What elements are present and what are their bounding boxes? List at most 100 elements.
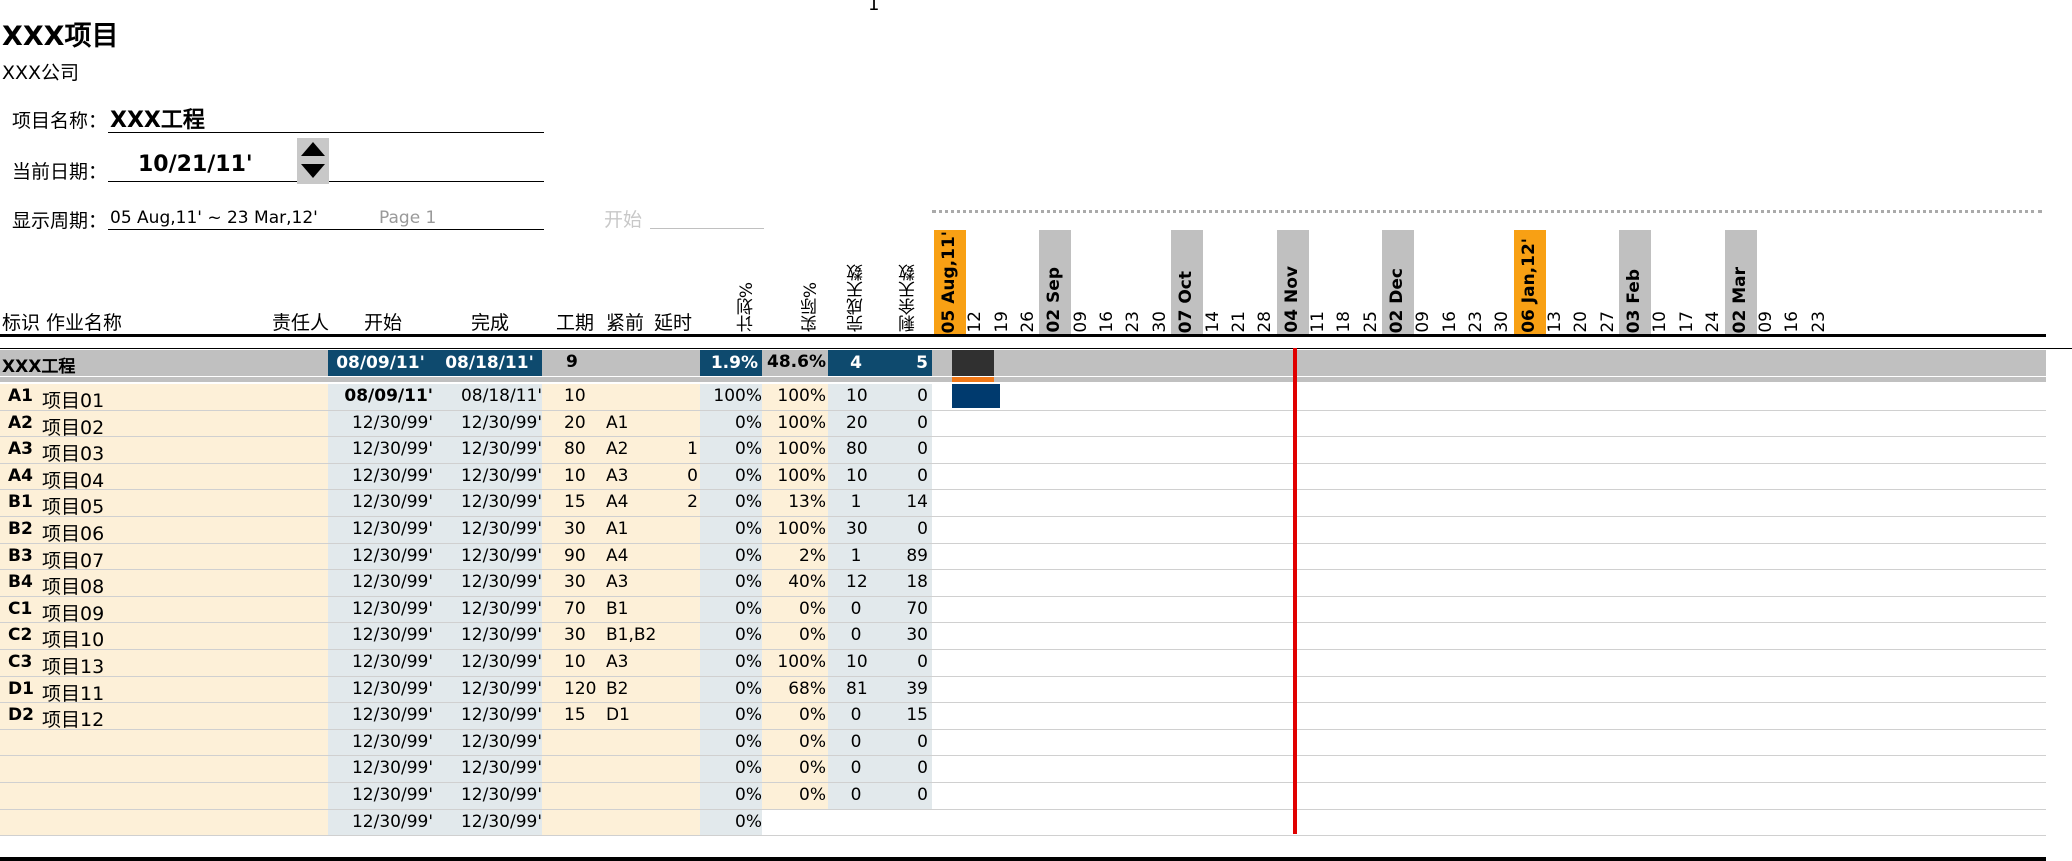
summary-start: 08/09/11' <box>336 353 425 373</box>
task-finish: 12/30/99' <box>460 519 542 539</box>
header-planned-pct: 计划% <box>737 281 757 332</box>
task-name: 项目08 <box>42 576 105 599</box>
timeline-week-label: 19 <box>991 311 1012 333</box>
summary-duration: 9 <box>566 352 578 372</box>
task-duration: 30 <box>564 519 586 539</box>
summary-gantt-bar <box>952 350 994 376</box>
task-id: D2 <box>8 705 34 726</box>
task-planned-pct: 0% <box>735 652 762 672</box>
row-cell-bg <box>0 650 328 677</box>
task-start: 12/30/99' <box>351 598 433 619</box>
row-cell-bg <box>542 543 700 571</box>
timeline-week-label: 20 <box>1571 311 1592 333</box>
period-label: 显示周期： <box>12 210 108 232</box>
task-start: 12/30/99' <box>351 758 433 779</box>
task-remaining-days: 89 <box>906 545 928 566</box>
task-name: 项目04 <box>42 469 105 492</box>
row-cell-bg <box>328 570 542 597</box>
summary-name: XXX工程 <box>2 357 76 377</box>
task-remaining-days: 0 <box>917 785 928 805</box>
summary-row-strip <box>0 377 2046 382</box>
row-cell-bg <box>0 384 328 411</box>
task-actual-pct: 68% <box>788 678 826 699</box>
row-cell-bg <box>762 623 828 650</box>
row-cell-bg <box>542 703 700 730</box>
task-actual-pct: 0% <box>799 785 826 805</box>
task-finish: 12/30/99' <box>460 492 542 513</box>
task-name: 项目11 <box>42 682 105 705</box>
task-planned-pct: 0% <box>735 598 762 619</box>
row-divider <box>0 808 2046 810</box>
row-cell-bg <box>542 384 700 411</box>
row-cell-bg <box>542 463 700 491</box>
row-cell-bg <box>762 410 828 438</box>
row-cell-bg <box>700 570 762 597</box>
task-remaining-days: 0 <box>917 439 928 460</box>
task-planned-pct: 0% <box>735 545 762 566</box>
task-actual-pct: 0% <box>799 625 826 646</box>
row-cell-bg <box>328 809 542 837</box>
task-planned-pct: 0% <box>735 465 762 486</box>
task-name: 项目06 <box>42 523 105 545</box>
task-done-days: 10 <box>846 465 868 486</box>
row-cell-bg <box>762 490 828 517</box>
timeline-week-label: 25 <box>1360 311 1381 333</box>
task-start: 12/30/99' <box>351 572 433 593</box>
task-done-days: 0 <box>850 758 862 779</box>
timeline-week-label: 23 <box>1123 311 1144 333</box>
task-finish: 12/30/99' <box>460 678 542 699</box>
row-cell-bg <box>0 729 328 757</box>
task-remaining-days: 0 <box>917 386 928 406</box>
timeline-week-label: 21 <box>1228 311 1249 333</box>
row-cell-bg <box>700 783 762 810</box>
today-marker-line <box>1293 348 1297 834</box>
row-cell-bg <box>0 543 328 571</box>
timeline-week-label: 10 <box>1650 311 1671 333</box>
gantt-bar-a1[interactable] <box>952 384 1000 408</box>
row-cell-bg <box>0 437 328 464</box>
row-divider <box>0 649 2046 650</box>
task-remaining-days: 70 <box>906 598 928 619</box>
task-remaining-days: 39 <box>906 678 928 699</box>
row-cell-bg <box>0 676 328 704</box>
task-planned-pct: 0% <box>735 758 762 779</box>
date-spinner[interactable] <box>297 138 329 184</box>
month-highlight <box>1171 230 1204 335</box>
row-cell-bg <box>700 623 762 650</box>
task-duration: 30 <box>564 625 586 646</box>
row-cell-bg <box>328 437 542 464</box>
task-remaining-days: 0 <box>917 758 928 779</box>
row-cell-bg <box>0 623 328 650</box>
summary-planned-pct: 1.9% <box>700 350 762 376</box>
row-cell-bg <box>762 703 828 730</box>
row-cell-bg <box>542 809 700 837</box>
row-divider <box>0 728 2046 730</box>
spin-up-icon[interactable] <box>301 142 325 156</box>
project-name-label: 项目名称： <box>12 110 108 132</box>
timeline-week-label: 27 <box>1597 311 1618 333</box>
row-cell-bg <box>328 756 542 783</box>
current-date-field[interactable]: 10/21/11' <box>138 152 253 177</box>
spin-down-icon[interactable] <box>301 164 325 178</box>
row-cell-bg <box>328 463 542 491</box>
project-name-field[interactable]: XXX工程 <box>110 108 205 133</box>
header-finish: 完成 <box>471 312 510 334</box>
task-delay: 0 <box>687 465 698 486</box>
timeline-week-label: 23 <box>1808 311 1829 333</box>
task-actual-pct: 100% <box>777 652 826 672</box>
row-cell-bg <box>762 384 828 411</box>
month-highlight <box>1724 230 1757 335</box>
row-cell-bg <box>328 729 542 757</box>
row-divider <box>0 516 2046 517</box>
task-id: B1 <box>8 492 33 513</box>
row-cell-bg <box>542 596 700 624</box>
task-done-days: 81 <box>846 678 868 699</box>
task-duration: 15 <box>564 705 586 726</box>
task-remaining-days: 0 <box>917 731 928 752</box>
period-field[interactable]: 05 Aug,11' ~ 23 Mar,12' <box>110 208 318 228</box>
timeline-week-label: 14 <box>1202 311 1223 333</box>
summary-finish: 08/18/11' <box>445 353 534 373</box>
start-field-underline[interactable] <box>650 228 764 229</box>
timeline-week-label: 30 <box>1492 311 1513 333</box>
header-owner: 责任人 <box>272 312 330 334</box>
